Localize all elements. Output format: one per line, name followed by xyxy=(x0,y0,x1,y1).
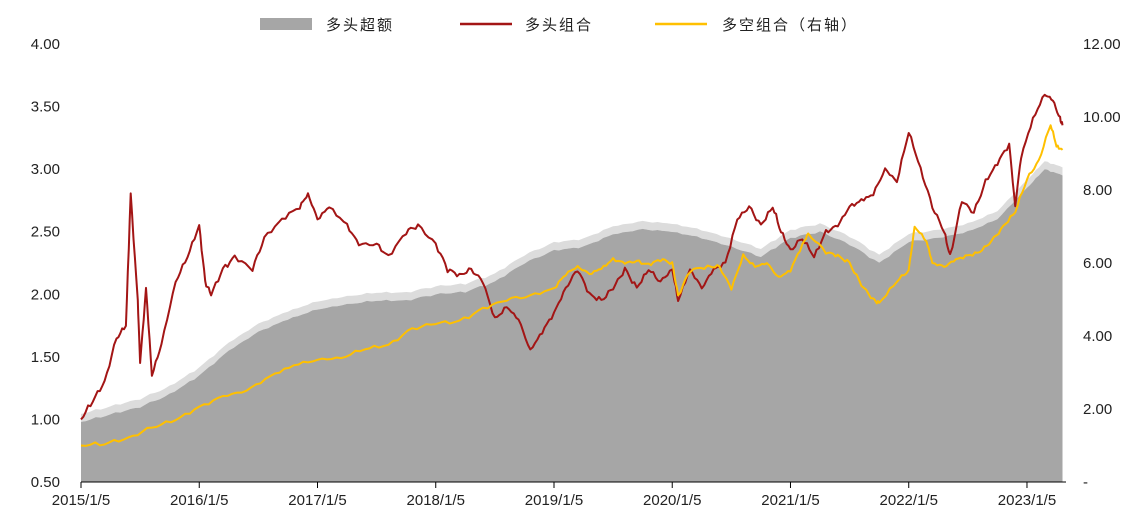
y-right-tick-label: 12.00 xyxy=(1083,36,1121,53)
excess-area-band xyxy=(81,161,1063,422)
legend-label-long-excess: 多头超额 xyxy=(326,16,394,34)
legend-swatch-long-excess xyxy=(260,18,312,30)
y-left-tick-label: 2.50 xyxy=(31,224,60,241)
x-tick-label: 2022/1/5 xyxy=(880,492,938,509)
y-left-tick-label: 2.00 xyxy=(31,286,60,303)
axes: 2015/1/5 2016/1/5 2017/1/5 2018/1/5 2019/1/5… xyxy=(31,36,1121,509)
y-left-tick-label: 0.50 xyxy=(31,474,60,491)
legend: 多头超额 多头组合 多空组合（右轴） xyxy=(260,16,858,34)
series-line-long-portfolio xyxy=(80,93,1064,421)
y-right-tick-label: 2.00 xyxy=(1083,401,1112,418)
y-right-tick-label: 10.00 xyxy=(1083,109,1121,126)
x-tick-label: 2023/1/5 xyxy=(998,492,1056,509)
y-right-tick-label: 4.00 xyxy=(1083,328,1112,345)
x-tick-label: 2019/1/5 xyxy=(525,492,583,509)
series-area-long-excess xyxy=(81,169,1063,482)
y-right-tick-label: - xyxy=(1083,474,1088,491)
x-tick-label: 2020/1/5 xyxy=(643,492,701,509)
x-tick-label: 2018/1/5 xyxy=(407,492,465,509)
x-tick-label: 2017/1/5 xyxy=(288,492,346,509)
y-left-tick-label: 3.50 xyxy=(31,99,60,116)
x-tick-label: 2021/1/5 xyxy=(761,492,819,509)
plot-area xyxy=(80,93,1064,482)
x-tick-label: 2015/1/5 xyxy=(52,492,110,509)
y-left-tick-label: 3.00 xyxy=(31,161,60,178)
y-left-tick-label: 4.00 xyxy=(31,36,60,53)
legend-label-long-short: 多空组合（右轴） xyxy=(722,16,858,34)
series-line-long-short xyxy=(80,124,1064,447)
y-right-tick-label: 6.00 xyxy=(1083,255,1112,272)
y-right-tick-label: 8.00 xyxy=(1083,182,1112,199)
x-tick-label: 2016/1/5 xyxy=(170,492,228,509)
y-left-tick-label: 1.50 xyxy=(31,349,60,366)
y-left-tick-label: 1.00 xyxy=(31,411,60,428)
legend-label-long-portfolio: 多头组合 xyxy=(525,16,593,34)
